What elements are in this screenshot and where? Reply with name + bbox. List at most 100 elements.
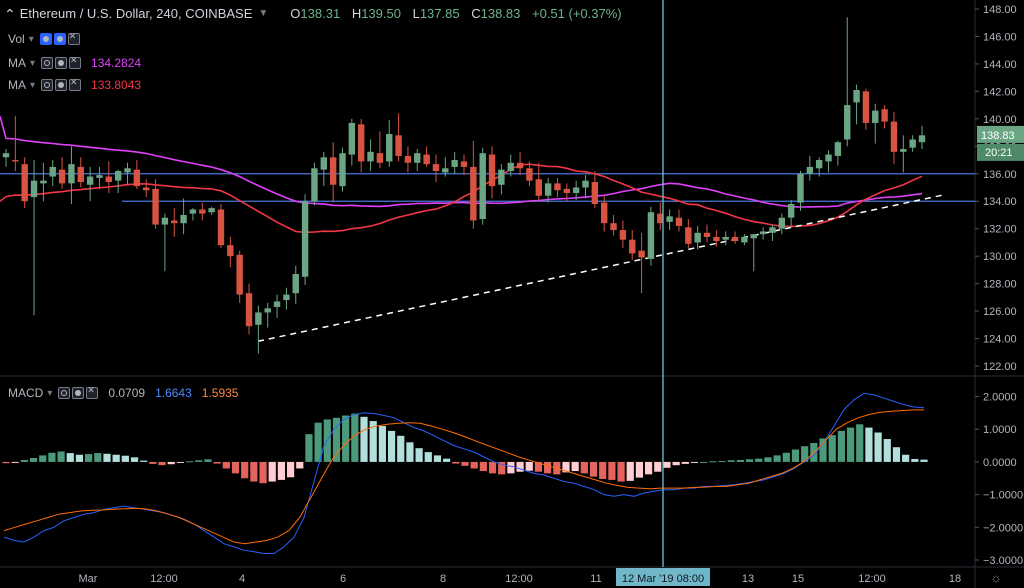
price-tick-label: 142.00 <box>983 86 1017 98</box>
candle-body <box>208 208 215 213</box>
macd-histogram-bar <box>342 415 350 462</box>
macd-histogram-bar <box>20 459 28 462</box>
macd-histogram-bar <box>736 459 744 462</box>
legend-ma1[interactable]: MA ▾ 134.2824 <box>8 55 141 70</box>
legend-macd[interactable]: MACD ▾ 0.0709 1.6643 1.5935 <box>8 385 238 400</box>
macd-histogram-bar <box>369 421 377 462</box>
macd-histogram-bar <box>911 458 919 462</box>
high-value: 139.50 <box>361 6 401 21</box>
macd-histogram-bar <box>11 461 19 463</box>
macd-histogram-bar <box>589 461 598 477</box>
candle-body <box>404 155 412 163</box>
candle-body <box>395 135 402 156</box>
close-value: 138.83 <box>480 6 521 21</box>
macd-tick-label: 0.0000 <box>983 457 1017 469</box>
macd-histogram-bar <box>837 430 845 462</box>
close-icon[interactable] <box>67 31 80 45</box>
macd-histogram-bar <box>231 461 240 474</box>
macd-histogram-bar <box>700 461 708 463</box>
macd-histogram-bar <box>112 454 120 462</box>
macd-histogram-bar <box>259 461 267 484</box>
price-tick-label: 132.00 <box>983 224 1017 236</box>
macd-histogram-bar <box>296 461 304 469</box>
countdown-label-bg <box>977 143 1024 161</box>
macd-histogram-bar <box>773 455 781 462</box>
macd-histogram-bar <box>286 461 295 478</box>
candle-body <box>900 149 907 152</box>
candle-body <box>227 245 234 257</box>
candle-body <box>619 230 627 240</box>
macd-histogram-bar <box>57 451 65 462</box>
candle-body <box>741 236 748 243</box>
candle-body <box>516 162 524 169</box>
macd-histogram-bar <box>222 461 230 469</box>
macd-histogram-bar <box>85 454 93 462</box>
macd-histogram-bar <box>277 461 285 480</box>
gear-icon[interactable] <box>72 387 85 399</box>
macd-line-value: 1.6643 <box>155 386 192 400</box>
candle-body <box>217 209 225 246</box>
settings-icon[interactable] <box>39 33 52 45</box>
candle-body <box>675 217 683 226</box>
candle-body <box>834 142 842 156</box>
candle-body <box>199 209 206 214</box>
price-tick-label: 128.00 <box>983 279 1017 291</box>
candle-body <box>68 164 75 184</box>
close-icon[interactable] <box>86 385 99 399</box>
candle-body <box>152 188 159 225</box>
macd-histogram-bar <box>167 461 175 465</box>
candle-body <box>451 160 458 167</box>
candle-body <box>273 301 281 307</box>
eye-icon[interactable] <box>41 57 54 69</box>
open-value: 138.31 <box>300 6 341 21</box>
close-icon[interactable] <box>69 77 82 91</box>
macd-histogram-bar <box>305 434 313 462</box>
candle-body <box>105 176 113 183</box>
macd-histogram-bar <box>718 460 726 462</box>
gear-icon[interactable] <box>55 79 68 91</box>
macd-histogram-bar <box>856 424 864 462</box>
gear-icon[interactable] <box>53 33 66 45</box>
chevron-down-icon[interactable]: ▾ <box>30 79 36 91</box>
macd-histogram-bar <box>332 417 341 462</box>
macd-histogram-bar <box>544 461 552 474</box>
last-price-label-bg <box>977 125 1024 143</box>
macd-histogram-bar <box>397 435 405 462</box>
macd-histogram-bar <box>213 461 221 464</box>
candle-body <box>638 250 645 258</box>
legend-vol[interactable]: Vol ▾ <box>8 31 88 46</box>
candle-body <box>890 121 898 152</box>
macd-histogram-bar <box>268 461 276 482</box>
macd-tick-label: −3.0000 <box>983 555 1023 567</box>
ma-line-2 <box>0 163 923 234</box>
candle-body <box>825 154 832 162</box>
gear-icon[interactable] <box>55 57 68 69</box>
chevron-down-icon[interactable]: ▾ <box>28 33 34 45</box>
macd-histogram-bar <box>195 460 203 462</box>
candle-body <box>133 169 141 187</box>
macd-histogram-bar <box>883 439 891 462</box>
candle-body <box>376 153 384 163</box>
chevron-down-icon[interactable]: ▾ <box>30 57 36 69</box>
candle-body <box>554 183 561 191</box>
macd-histogram-bar <box>902 454 910 462</box>
close-icon[interactable] <box>69 55 82 69</box>
symbol-title[interactable]: Ethereum / U.S. Dollar, 240, COINBASE <box>19 6 253 21</box>
chart-settings-gear-icon[interactable]: ☼ <box>990 570 1002 585</box>
chevron-down-icon[interactable]: ▼ <box>258 8 269 19</box>
up-arrow-icon: ⌃ <box>4 5 16 22</box>
candle-body <box>703 232 711 237</box>
eye-icon[interactable] <box>41 79 54 91</box>
legend-macd-label: MACD <box>8 386 44 400</box>
macd-histogram-bar <box>415 448 423 462</box>
macd-histogram-bar <box>801 446 809 462</box>
legend-ma2[interactable]: MA ▾ 133.8043 <box>8 77 141 92</box>
candle-body <box>582 180 589 188</box>
eye-icon[interactable] <box>58 387 71 399</box>
macd-histogram-bar <box>709 461 717 463</box>
chevron-down-icon[interactable]: ▾ <box>47 387 53 399</box>
candle-body <box>647 212 655 259</box>
macd-histogram-bar <box>727 460 735 462</box>
candle-body <box>507 162 514 172</box>
